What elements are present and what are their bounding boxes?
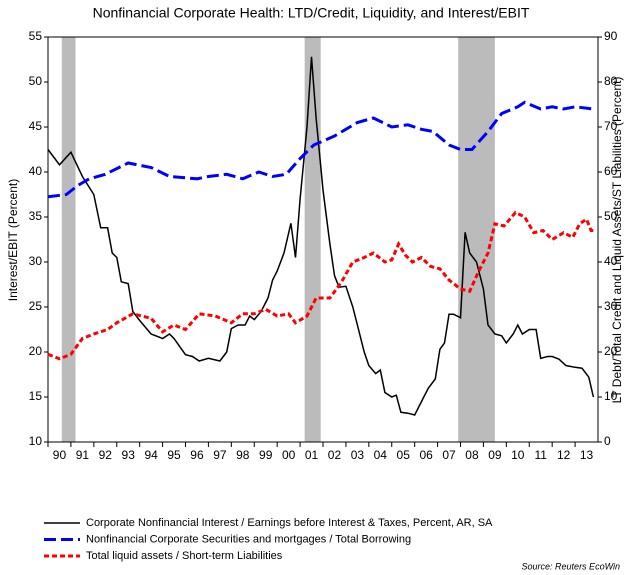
y2-tick-label: 90 <box>604 29 618 43</box>
y2-axis-label: LT Debt/Total Credit and Liquid Assets/S… <box>610 77 624 404</box>
y-tick-label: 10 <box>29 434 43 448</box>
x-tick-label: 93 <box>122 448 136 462</box>
legend-label: Corporate Nonfinancial Interest / Earnin… <box>86 517 493 529</box>
y2-tick-label: 70 <box>604 119 618 133</box>
series-line <box>47 100 594 199</box>
x-tick-label: 01 <box>305 448 319 462</box>
y-tick-label: 40 <box>29 164 43 178</box>
plot-frame <box>47 36 599 443</box>
series-line <box>47 56 595 416</box>
y2-tick-label: 60 <box>604 164 618 178</box>
y2-tick-label: 30 <box>604 299 618 313</box>
x-tick-label: 91 <box>76 448 90 462</box>
legend-label: Nonfinancial Corporate Securities and mo… <box>86 533 411 545</box>
y-tick-label: 20 <box>29 344 43 358</box>
x-tick-label: 00 <box>282 448 296 462</box>
x-tick-label: 90 <box>53 448 67 462</box>
x-tick-label: 09 <box>488 448 502 462</box>
y-tick-label: 25 <box>29 299 43 313</box>
x-tick-label: 08 <box>465 448 479 462</box>
x-tick-label: 98 <box>236 448 250 462</box>
series-line <box>47 210 596 361</box>
recession-band <box>61 37 76 442</box>
y2-tick-label: 20 <box>604 344 618 358</box>
y2-tick-label: 0 <box>604 434 611 448</box>
x-tick-label: 06 <box>419 448 433 462</box>
source: Source: Reuters EcoWin <box>522 561 620 571</box>
x-tick-label: 99 <box>259 448 273 462</box>
x-tick-label: 05 <box>397 448 411 462</box>
x-tick-label: 07 <box>442 448 456 462</box>
y-tick-label: 45 <box>29 119 43 133</box>
x-tick-label: 96 <box>190 448 204 462</box>
y-axis-label: Interest/EBIT (Percent) <box>6 179 20 302</box>
y2-tick-label: 40 <box>604 254 618 268</box>
y2-tick-label: 10 <box>604 389 618 403</box>
x-tick-label: 04 <box>374 448 388 462</box>
x-tick-label: 95 <box>167 448 181 462</box>
legend-label: Total liquid assets / Short-term Liabili… <box>86 550 283 562</box>
y2-tick-label: 50 <box>604 209 618 223</box>
y2-tick-label: 80 <box>604 74 618 88</box>
x-tick-label: 12 <box>557 448 571 462</box>
x-tick-label: 02 <box>328 448 342 462</box>
x-tick-label: 92 <box>99 448 113 462</box>
x-tick-label: 13 <box>580 448 594 462</box>
x-tick-label: 10 <box>511 448 525 462</box>
recession-band <box>458 37 495 442</box>
y-tick-label: 55 <box>29 29 43 43</box>
recession-band <box>304 37 321 442</box>
x-tick-label: 03 <box>351 448 365 462</box>
chart-subtitle: Nonfinancial Corporate Health: LTD/Credi… <box>93 5 530 21</box>
y-tick-label: 15 <box>29 389 43 403</box>
x-tick-label: 11 <box>534 448 547 462</box>
y-tick-label: 30 <box>29 254 43 268</box>
y-tick-label: 50 <box>29 74 43 88</box>
y-tick-label: 35 <box>29 209 43 223</box>
x-tick-label: 94 <box>144 448 158 462</box>
x-tick-label: 97 <box>213 448 227 462</box>
